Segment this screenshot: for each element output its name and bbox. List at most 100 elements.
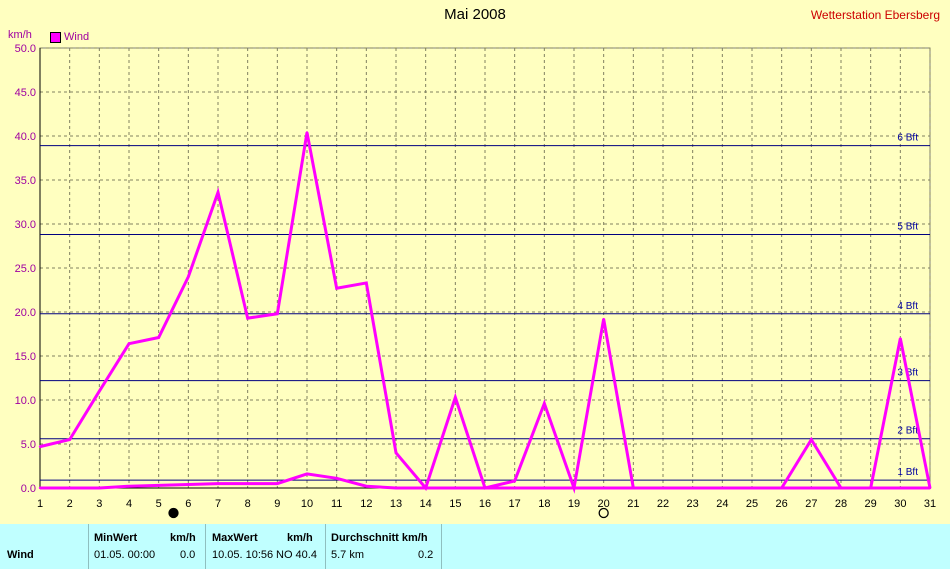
x-tick-label: 18 [538, 498, 550, 510]
x-tick-label: 24 [716, 498, 728, 510]
y-tick-label: 25.0 [15, 263, 36, 275]
y-tick-label: 20.0 [15, 307, 36, 319]
secondary-data-point [394, 486, 398, 490]
wind-data-point [246, 316, 249, 320]
wind-data-point [216, 191, 220, 194]
min-header: MinWert [94, 532, 138, 544]
secondary-data-point [187, 483, 190, 486]
secondary-data-point [246, 482, 249, 485]
secondary-data-point [543, 486, 546, 490]
avg-header: Durchschnitt km/h [331, 532, 428, 544]
statistics-panel: Wind MinWert km/h 01.05. 00:00 0.0 MaxWe… [0, 524, 950, 569]
secondary-data-point [276, 482, 279, 485]
wind-data-point [810, 438, 813, 441]
wind-chart: 0.0 5.0 10.0 15.0 20.0 25.0 30.0 35.0 40.0 45.0 50… [15, 43, 936, 519]
wind-data-point [543, 402, 546, 405]
y-tick-label: 5.0 [21, 439, 36, 451]
max-unit: km/h [287, 532, 313, 544]
x-tick-label: 11 [331, 498, 342, 510]
beaufort-label: 1 Bft [897, 467, 918, 478]
secondary-data-point [632, 486, 635, 490]
new-moon-icon [168, 507, 179, 519]
avg-value: 0.2 [418, 549, 434, 561]
wind-data-point [98, 390, 101, 393]
x-tick-label: 30 [894, 498, 906, 510]
wind-data-point [187, 275, 190, 278]
x-tick-label: 3 [96, 498, 102, 510]
secondary-data-point [68, 486, 71, 490]
wind-data-point [394, 451, 398, 454]
x-tick-label: 23 [687, 498, 699, 510]
stats-row-label: Wind [7, 549, 34, 561]
x-tick-label: 14 [420, 498, 432, 510]
secondary-data-point [750, 486, 754, 490]
x-tick-label: 21 [627, 498, 639, 510]
x-tick-label: 4 [126, 498, 132, 510]
x-tick-label: 1 [37, 498, 43, 510]
stats-separator [441, 524, 442, 569]
secondary-data-point [424, 486, 427, 490]
secondary-data-point [98, 486, 101, 490]
wind-data-point [602, 317, 605, 321]
min-value: 0.0 [180, 549, 196, 561]
secondary-data-point [127, 485, 131, 488]
legend-label: Wind [64, 31, 90, 43]
secondary-data-point [810, 486, 813, 490]
x-tick-label: 9 [274, 498, 280, 510]
secondary-data-point [335, 477, 338, 480]
stats-separator [205, 524, 206, 569]
x-tick-label: 27 [805, 498, 817, 510]
wind-data-point [276, 312, 279, 315]
wind-data-point [454, 396, 457, 399]
avg-left: 5.7 km [331, 549, 365, 561]
y-tick-label: 40.0 [15, 131, 36, 143]
secondary-data-point [780, 486, 783, 490]
secondary-data-point [899, 486, 902, 490]
x-tick-label: 22 [657, 498, 669, 510]
secondary-data-point [216, 482, 220, 485]
x-tick-label: 12 [360, 498, 372, 510]
x-tick-label: 29 [865, 498, 877, 510]
y-tick-label: 15.0 [15, 351, 36, 363]
secondary-data-point [661, 486, 665, 490]
secondary-data-point [602, 486, 605, 490]
secondary-data-point [839, 486, 843, 490]
secondary-data-point [157, 484, 160, 487]
secondary-data-point [572, 486, 576, 490]
chart-title: Mai 2008 [444, 6, 506, 23]
legend-swatch [50, 31, 61, 43]
beaufort-label: 6 Bft [897, 133, 918, 144]
max-header: MaxWert [212, 532, 258, 544]
min-time: 01.05. 00:00 [94, 549, 156, 561]
secondary-data-point [38, 486, 42, 490]
x-tick-label: 19 [568, 498, 580, 510]
y-tick-label: 30.0 [15, 219, 36, 231]
secondary-data-point [454, 486, 457, 490]
wind-data-point [513, 479, 516, 483]
x-tick-label: 8 [245, 498, 251, 510]
x-tick-label: 20 [598, 498, 610, 510]
x-tick-label: 2 [67, 498, 73, 510]
y-tick-label: 0.0 [21, 483, 36, 495]
secondary-data-point [928, 486, 932, 490]
beaufort-label: 5 Bft [897, 222, 918, 233]
secondary-data-point [513, 486, 516, 490]
wind-data-point [38, 445, 42, 448]
secondary-data-point [691, 486, 694, 490]
stats-separator [88, 524, 89, 569]
x-tick-label: 25 [746, 498, 758, 510]
wind-data-point [127, 342, 131, 345]
x-tick-label: 10 [301, 498, 313, 510]
y-tick-label: 45.0 [15, 87, 36, 99]
max-value: NO 40.4 [276, 549, 317, 561]
stats-separator [325, 524, 326, 569]
x-tick-label: 7 [215, 498, 221, 510]
wind-data-point [68, 438, 71, 441]
full-moon-icon [598, 507, 609, 519]
x-tick-label: 5 [156, 498, 162, 510]
x-tick-label: 26 [776, 498, 788, 510]
secondary-data-point [365, 485, 368, 488]
x-tick-label: 6 [185, 498, 191, 510]
secondary-data-point [721, 486, 724, 490]
legend: Wind [50, 31, 89, 43]
